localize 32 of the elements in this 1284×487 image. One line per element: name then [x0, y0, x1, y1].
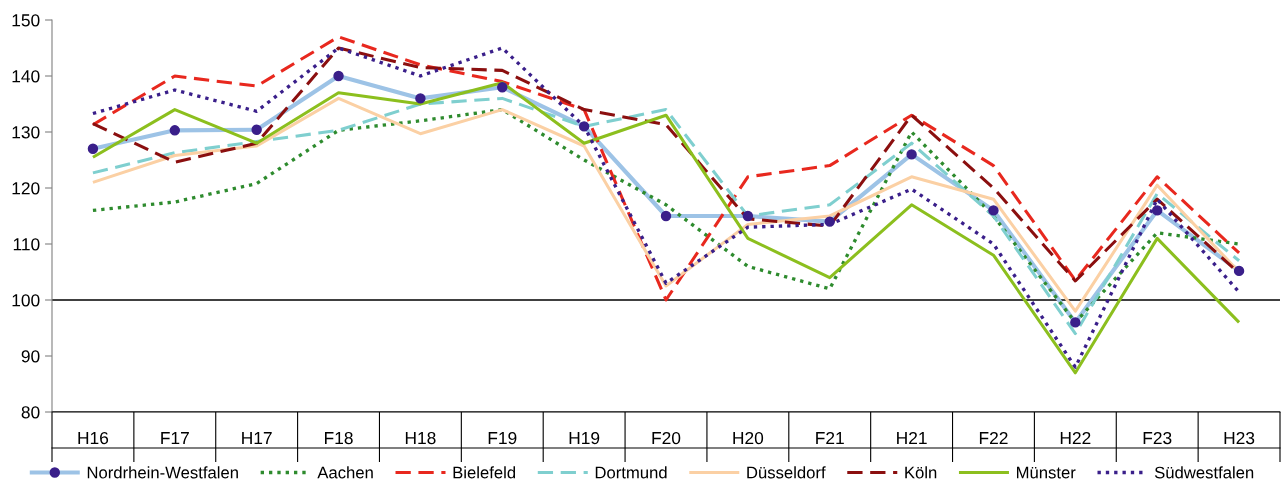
y-tick-label: 100	[12, 294, 40, 307]
x-tick-label: H16	[78, 431, 109, 445]
legend-label: Aachen	[317, 466, 373, 479]
point	[578, 121, 590, 132]
y-tick-label: 120	[12, 182, 40, 195]
legend-label: Düsseldorf	[747, 466, 826, 479]
x-tick-label: H22	[1060, 431, 1091, 445]
x-tick-label: F19	[488, 431, 517, 445]
legend-label: Münster	[1016, 466, 1076, 479]
legend-label: Dortmund	[595, 466, 667, 479]
legend-label: Köln	[905, 466, 937, 479]
y-tick-label: 90	[21, 350, 40, 363]
y-tick-label: 130	[12, 126, 40, 139]
y-tick-label: 110	[13, 238, 40, 251]
x-tick-label: F23	[1143, 431, 1172, 445]
x-tick-label: H17	[242, 432, 272, 445]
x-tick-label: H23	[1224, 431, 1255, 445]
x-tick-label: F18	[325, 431, 353, 445]
x-tick-label: H21	[897, 431, 927, 445]
x-tick-label: F21	[816, 431, 844, 445]
x-tick-label: F20	[652, 431, 681, 445]
x-tick-label: F22	[979, 431, 1008, 445]
x-tick-label: H19	[569, 431, 600, 445]
y-tick-label: 140	[12, 70, 40, 83]
x-tick-label: H18	[405, 431, 436, 445]
y-tick-label: 80	[21, 406, 40, 419]
x-tick-label: H20	[733, 431, 764, 445]
legend-label: Südwestfalen	[1154, 466, 1254, 479]
legend-label: Bielefeld	[453, 466, 516, 479]
x-tick-label: F17	[161, 432, 189, 445]
y-tick-label: 150	[12, 14, 40, 27]
legend-label: Nordrhein-Westfalen	[87, 466, 238, 479]
